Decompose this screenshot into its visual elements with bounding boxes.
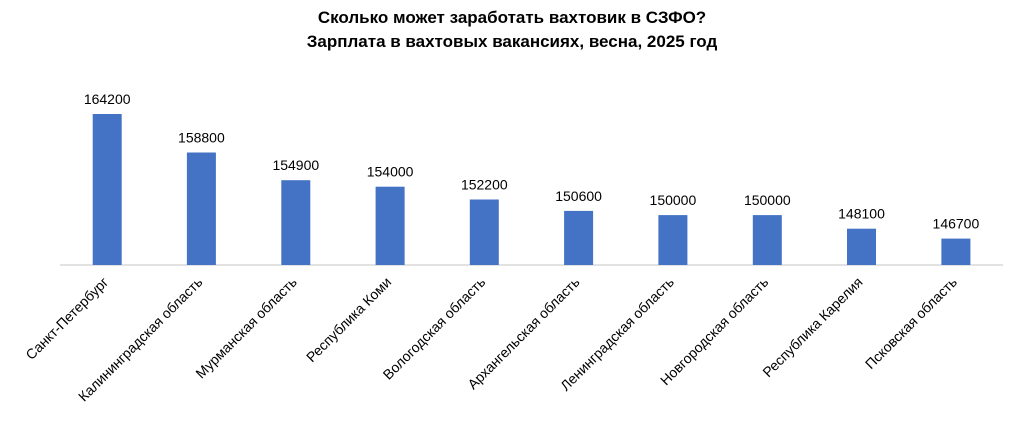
data-label-9: 148100: [838, 206, 885, 222]
bar-9: [847, 228, 876, 265]
category-label-4: Республика Коми: [303, 274, 394, 365]
bar-8: [752, 215, 782, 265]
chart-title: Сколько может заработать вахтовик в СЗФО…: [317, 8, 707, 27]
data-label-8: 150000: [744, 192, 791, 208]
bar-2: [186, 152, 216, 265]
bar-6: [564, 210, 594, 265]
data-label-7: 150000: [650, 192, 697, 208]
bar-10: [941, 238, 971, 265]
data-label-4: 154000: [367, 164, 414, 180]
category-label-3: Мурманская область: [192, 274, 300, 382]
data-label-3: 154900: [272, 157, 319, 173]
data-label-1: 164200: [84, 91, 131, 107]
chart-subtitle: Зарплата в вахтовых вакансиях, весна, 20…: [306, 32, 718, 51]
data-label-6: 150600: [555, 188, 602, 204]
bar-4: [375, 186, 405, 265]
category-label-1: Санкт-Петербург: [22, 274, 111, 363]
data-label-10: 146700: [933, 216, 980, 232]
data-label-2: 158800: [178, 130, 225, 146]
data-label-5: 152200: [461, 177, 508, 193]
category-label-9: Республика Карелия: [759, 274, 865, 380]
bar-5: [469, 199, 499, 265]
bar-3: [281, 180, 311, 265]
category-label-8: Новгородская область: [657, 274, 771, 388]
category-label-5: Вологодская область: [380, 274, 489, 383]
bar-1: [92, 114, 122, 265]
chart-title-block: Сколько может заработать вахтовик в СЗФО…: [0, 6, 1024, 54]
bar-7: [658, 215, 688, 265]
category-label-10: Псковская область: [862, 274, 960, 372]
